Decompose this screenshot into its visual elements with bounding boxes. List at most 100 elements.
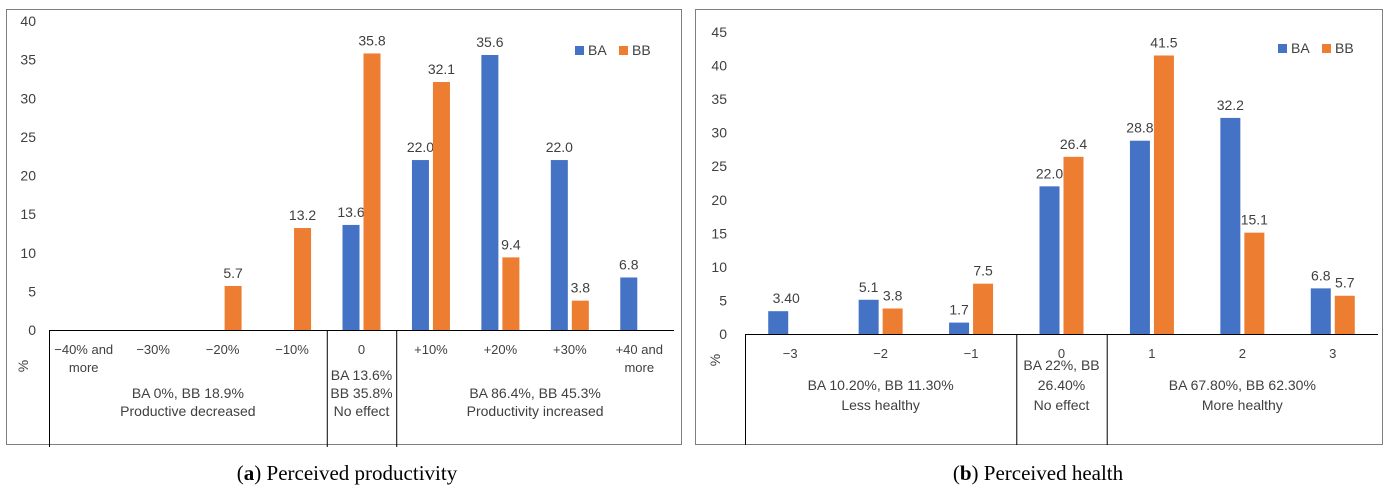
legend-label-ba: BA	[588, 42, 607, 58]
bar-ba	[481, 54, 499, 331]
data-label: 32.2	[1217, 97, 1244, 113]
y-tick-label: 10	[20, 245, 36, 261]
bar-bb	[571, 300, 589, 330]
data-label: 9.4	[501, 236, 521, 252]
productivity-chart: 0 5 10 15 20 25 30 35 40 13.6 22.0 35.6 22.0 6.8 5.7 13…	[6, 9, 682, 485]
y-tick-label: 35	[20, 52, 36, 68]
bar-ba	[550, 160, 568, 330]
category-label: −1	[964, 346, 979, 361]
bar-ba	[1310, 288, 1331, 334]
group-label: BA 22%, BB	[1023, 357, 1099, 373]
bar-ba	[1220, 117, 1241, 334]
group-label: BA 13.6%	[331, 367, 393, 383]
group-label: Productive decreased	[120, 403, 255, 419]
legend-swatch-bb	[1322, 44, 1331, 53]
category-label: −2	[873, 346, 888, 361]
bar-bb	[294, 228, 312, 330]
category-label: +30%	[553, 342, 587, 357]
category-label: −20%	[206, 342, 240, 357]
data-label: 22.0	[407, 139, 434, 155]
group-label: BA 10.20%, BB 11.30%	[808, 377, 954, 393]
legend-swatch-ba	[1278, 44, 1287, 53]
data-label: 1.7	[949, 302, 969, 318]
y-tick-label: 10	[711, 259, 727, 275]
y-tick-label: 15	[711, 225, 727, 241]
y-tick-label: 25	[20, 129, 36, 145]
data-label: 32.1	[428, 61, 455, 77]
y-tick-label: 20	[711, 192, 727, 208]
y-tick-label: 30	[711, 125, 727, 141]
bar-ba	[949, 322, 970, 334]
data-label: 35.6	[476, 34, 503, 50]
category-label: 0	[1058, 346, 1065, 361]
y-tick-label: 35	[711, 91, 727, 107]
category-label: 3	[1329, 346, 1336, 361]
bar-bb	[1334, 295, 1355, 334]
group-label: Less healthy	[841, 397, 920, 413]
bar-ba	[858, 299, 879, 334]
figure-caption: (a) Perceived productivity	[237, 461, 458, 485]
group-label: BA 0%, BB 18.9%	[132, 385, 244, 401]
category-label: +20%	[484, 342, 518, 357]
category-label: −30%	[136, 342, 170, 357]
data-label: 5.1	[859, 279, 879, 295]
bar-ba	[411, 160, 429, 330]
category-label: +10%	[414, 342, 448, 357]
legend-swatch-bb	[619, 46, 628, 55]
bar-ba	[620, 277, 638, 330]
data-label: 35.8	[358, 32, 385, 48]
group-label: BA 67.80%, BB 62.30%	[1169, 377, 1316, 393]
category-label: −40% and	[54, 342, 113, 357]
category-label: +40 and	[616, 342, 663, 357]
bar-bb	[1153, 55, 1174, 334]
category-label: more	[69, 360, 99, 375]
figure-caption: (b) Perceived health	[953, 461, 1124, 485]
caption-letter: a	[244, 461, 255, 485]
caption-text: Perceived productivity	[267, 461, 458, 485]
legend-label-bb: BB	[632, 42, 651, 58]
bar-bb	[502, 257, 520, 330]
group-label: BA 86.4%, BB 45.3%	[469, 385, 601, 401]
category-label: −10%	[275, 342, 309, 357]
y-tick-label: 20	[20, 168, 36, 184]
group-label: Productivity increased	[467, 403, 604, 419]
data-label: 3.8	[571, 280, 591, 296]
data-label: 6.8	[1311, 267, 1331, 283]
data-label: 15.1	[1241, 212, 1268, 228]
y-tick-label: 40	[711, 58, 727, 74]
data-label: 5.7	[223, 265, 243, 281]
health-chart: 0510152025303540453.405.11.722.028.832.2…	[695, 9, 1383, 485]
category-label: more	[624, 360, 654, 375]
data-label: 13.2	[289, 207, 316, 223]
data-label: 3.8	[883, 287, 903, 303]
group-label: More healthy	[1202, 397, 1283, 413]
y-tick-label: 45	[711, 24, 727, 40]
bar-bb	[363, 53, 381, 330]
bar-ba	[1129, 140, 1150, 334]
bar-bb	[973, 283, 994, 334]
data-label: 7.5	[973, 263, 993, 279]
bar-bb	[1244, 232, 1265, 334]
data-label: 22.0	[1036, 165, 1063, 181]
bar-ba	[1039, 186, 1060, 334]
category-label: 1	[1148, 346, 1155, 361]
legend-swatch-ba	[575, 46, 584, 55]
group-label: No effect	[1034, 397, 1090, 413]
caption-paren-close: )	[972, 461, 984, 485]
data-label: 3.40	[773, 290, 800, 306]
chart-frame	[695, 9, 1383, 445]
caption-paren-open: (	[237, 461, 244, 485]
caption-letter: b	[960, 461, 972, 485]
bar-ba	[342, 224, 360, 330]
data-label: 22.0	[546, 139, 573, 155]
category-label: 0	[358, 342, 365, 357]
data-label: 26.4	[1060, 136, 1087, 152]
y-tick-label: 5	[28, 283, 36, 299]
bar-bb	[432, 82, 450, 330]
data-label: 13.6	[337, 204, 364, 220]
y-tick-label: 30	[20, 90, 36, 106]
y-tick-label: 0	[719, 326, 727, 342]
legend-label-ba: BA	[1291, 40, 1310, 56]
y-tick-label: 25	[711, 158, 727, 174]
